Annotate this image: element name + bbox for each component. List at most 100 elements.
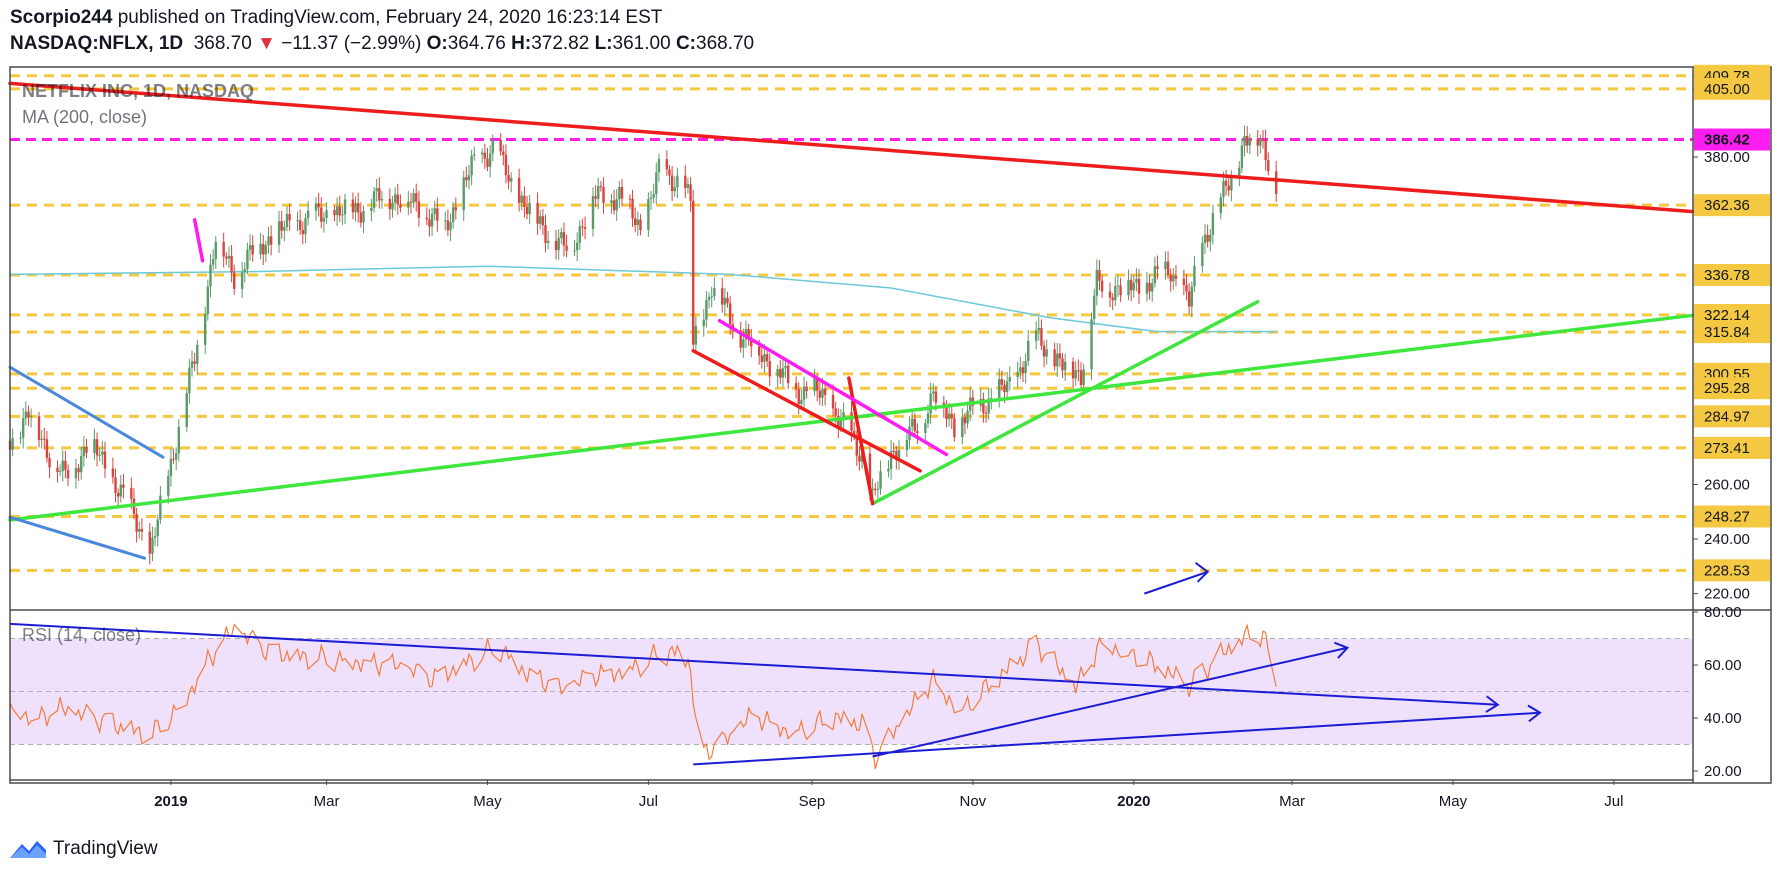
candle-body [620, 186, 624, 199]
candle-body [818, 390, 822, 398]
level-price-tag [1694, 194, 1770, 217]
level-price-tag [1694, 405, 1770, 428]
candle-body [415, 193, 418, 202]
candle-body [1259, 139, 1262, 146]
candle-body [21, 418, 25, 438]
candle-body [834, 408, 837, 416]
price-tick-label: 295.28 [1704, 380, 1750, 397]
candle-body [1090, 319, 1093, 370]
candle-body [657, 159, 661, 173]
candle-body [399, 204, 402, 208]
candle-body [140, 528, 144, 532]
time-tick-label: 2020 [1117, 793, 1150, 810]
candle-body [1127, 279, 1130, 296]
candle-body [705, 299, 708, 320]
candle-body [850, 412, 853, 431]
tradingview-brand[interactable]: TradingView [9, 836, 158, 862]
candle-body [910, 418, 914, 427]
candle-body [66, 469, 70, 479]
open-value: 364.76 [447, 33, 506, 54]
candle-body [433, 208, 436, 214]
candle-body [491, 139, 494, 154]
candle-body [138, 528, 141, 532]
candle-body [765, 354, 769, 362]
candle-body [148, 531, 152, 554]
change-down-icon: ▼ [257, 33, 276, 54]
candle-body [196, 344, 199, 364]
candle-body [122, 484, 125, 488]
candle-body [1021, 367, 1025, 374]
candle-body [655, 172, 658, 195]
candle-body [1063, 361, 1067, 371]
candle-body [1156, 266, 1159, 269]
brand-name: TradingView [53, 838, 158, 859]
author-name: Scorpio244 [10, 7, 113, 28]
candle-body [428, 219, 431, 227]
green-long-trendline [8, 313, 1695, 522]
candle-body [887, 468, 890, 472]
candle-body [233, 272, 236, 289]
candle-body [1116, 285, 1120, 287]
candle-body [1201, 243, 1204, 267]
candle-body [710, 296, 713, 298]
candle-body [1071, 361, 1075, 379]
candle-body [74, 468, 78, 479]
price-tick-label: 240.00 [1704, 531, 1750, 548]
candle-body [151, 537, 154, 554]
candle-body [248, 245, 252, 250]
candle-body [953, 418, 956, 438]
candle-body [325, 210, 328, 218]
candle-body [1264, 140, 1267, 161]
open-label: O: [426, 33, 448, 54]
candle-body [692, 200, 695, 345]
candle-body [1058, 353, 1062, 359]
blue-line-upper [8, 365, 165, 459]
candle-body [362, 210, 365, 223]
candle-body [1034, 330, 1038, 341]
price-tick-label: 380.00 [1704, 149, 1750, 166]
candle-body [119, 484, 122, 497]
candle-body [1240, 145, 1244, 168]
candle-body [523, 195, 526, 207]
legend-ma: MA (200, close) [22, 107, 147, 127]
candle-body [1042, 345, 1046, 357]
candle-body [1074, 370, 1077, 379]
candle-body [525, 206, 529, 215]
candle-body [85, 446, 88, 453]
candle-body [488, 153, 492, 167]
green-short-trendline [870, 299, 1260, 506]
candle-body [1203, 234, 1207, 244]
candle-body [130, 487, 133, 499]
candle-body [251, 245, 254, 255]
candle-body [451, 207, 455, 223]
candle-body [842, 412, 845, 420]
level-price-tag [1694, 559, 1770, 582]
rsi-downtrend-line [9, 622, 1498, 706]
candle-body [11, 438, 14, 450]
candle-body [280, 221, 283, 231]
candle-body [1119, 285, 1122, 296]
blue-line-lower [8, 515, 147, 560]
candle-body [932, 391, 935, 394]
candle-body [1077, 370, 1080, 372]
candle-body [707, 296, 711, 300]
candle-body [876, 488, 880, 490]
price-tick-label: 228.53 [1704, 562, 1750, 579]
candle-body [1211, 212, 1215, 235]
candle-body [1056, 353, 1059, 367]
candle-body [193, 361, 196, 364]
candle-body [1275, 171, 1278, 195]
candle-body [1098, 270, 1101, 281]
candle-body [436, 208, 439, 221]
candle-body [230, 255, 233, 273]
candle-body [581, 226, 584, 228]
candle-body [320, 207, 323, 222]
price-tick-label: 362.36 [1704, 197, 1750, 214]
candle-body [412, 193, 415, 203]
close-label: C: [675, 33, 696, 54]
candle-body [575, 242, 579, 251]
annotation-arrow-head [1195, 561, 1210, 583]
rsi-tick-label: 80.00 [1704, 604, 1742, 621]
candle-body [1151, 283, 1154, 292]
